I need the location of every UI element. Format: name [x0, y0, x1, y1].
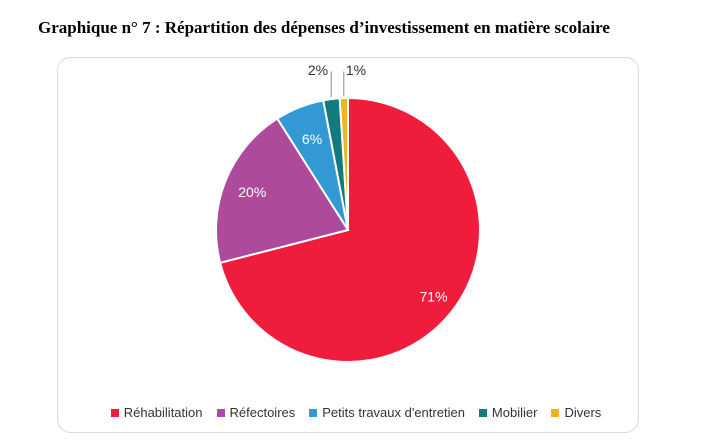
legend-swatch-4 [551, 408, 560, 417]
pie-slice-r-fectoires [215, 117, 350, 265]
pie-slice-divers [338, 96, 349, 231]
leader-line-3 [330, 71, 332, 98]
legend-label-2: Petits travaux d'entretien [322, 405, 465, 420]
legend-label-0: Réhabilitation [123, 405, 203, 420]
legend-label-3: Mobilier [491, 405, 538, 420]
legend-item-0: Réhabilitation [110, 405, 203, 420]
pie-slice-r-habilitation [218, 96, 481, 363]
legend-item-2: Petits travaux d'entretien [309, 405, 465, 420]
legend-swatch-0 [110, 408, 119, 417]
chart-legend: Réhabilitation Réfectoires Petits travaux … [0, 405, 712, 420]
chart-title: Graphique n° 7 : Répartition des dépense… [38, 18, 610, 37]
legend-swatch-1 [216, 408, 225, 417]
legend-item-3: Mobilier [478, 405, 538, 420]
legend-label-1: Réfectoires [229, 405, 296, 420]
legend-swatch-3 [478, 408, 487, 417]
legend-label-4: Divers [564, 405, 602, 420]
slice-label-3: 2% [308, 62, 328, 78]
legend-item-1: Réfectoires [216, 405, 296, 420]
slice-label-2: 6% [302, 131, 322, 147]
slice-label-0: 71% [420, 288, 448, 304]
legend-swatch-2 [309, 408, 318, 417]
slice-label-4: 1% [346, 62, 366, 78]
legend-item-4: Divers [551, 405, 601, 420]
slice-label-1: 20% [238, 184, 266, 200]
